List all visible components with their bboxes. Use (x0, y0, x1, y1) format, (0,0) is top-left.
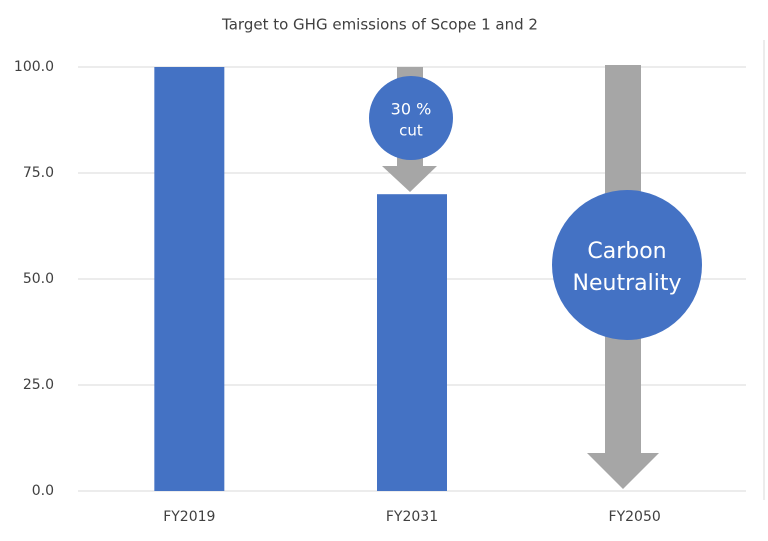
y-tick-label: 0.0 (32, 483, 54, 499)
bars (154, 67, 447, 491)
y-tick-label: 75.0 (23, 165, 54, 181)
annotation-circle (552, 190, 702, 340)
annotation: Carbon (587, 239, 666, 264)
y-tick-label: 25.0 (23, 377, 54, 393)
annotation: 30 % (391, 100, 432, 119)
chart-title: Target to GHG emissions of Scope 1 and 2 (221, 16, 538, 34)
annotation: Neutrality (573, 271, 682, 296)
annotation: cut (399, 122, 423, 140)
x-tick-label: FY2019 (163, 509, 215, 525)
bar (377, 194, 447, 491)
y-tick-label: 50.0 (23, 271, 54, 287)
bar (154, 67, 225, 491)
y-tick-label: 100.0 (14, 59, 54, 75)
annotation-circle (369, 76, 453, 160)
x-tick-label: FY2050 (609, 509, 661, 525)
x-tick-label: FY2031 (386, 509, 438, 525)
